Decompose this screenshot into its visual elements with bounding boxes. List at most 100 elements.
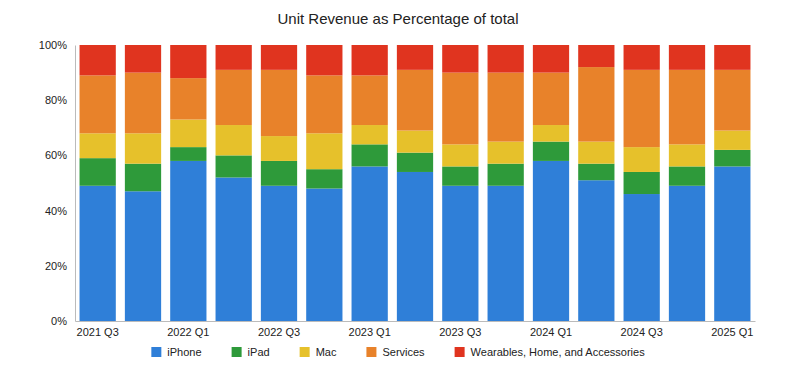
bar-segment	[533, 125, 569, 142]
y-tick: 80%	[45, 94, 75, 106]
bar-segment	[80, 75, 116, 133]
bar-segment	[80, 133, 116, 158]
x-tick-label: 2023 Q1	[349, 326, 391, 338]
bar-segment	[442, 45, 478, 73]
bar-segment	[533, 45, 569, 73]
bar-segment	[170, 78, 206, 119]
bar-segment	[669, 166, 705, 185]
bar-segment	[714, 45, 750, 70]
x-axis: 2021 Q3 2022 Q1 2022 Q3 2023 Q1 2023 Q3 2024 …	[76, 321, 756, 338]
bar-segment	[306, 189, 342, 321]
y-tick-label: 60%	[45, 149, 67, 161]
bar-segment	[442, 186, 478, 321]
y-axis: 0% 20% 40% 60% 80% 100%	[39, 39, 76, 327]
series	[80, 67, 751, 147]
bar-segment	[352, 166, 388, 321]
legend-item: Wearables, Home, and Accessories	[455, 346, 646, 358]
bar-segment	[261, 136, 297, 161]
bar-segment	[261, 70, 297, 136]
bar-segment	[714, 131, 750, 150]
y-tick-label: 20%	[45, 260, 67, 272]
bars	[80, 45, 751, 321]
legend-label: Wearables, Home, and Accessories	[471, 346, 646, 358]
bar-segment	[669, 70, 705, 145]
bar-segment	[442, 73, 478, 145]
bar-segment	[578, 45, 614, 67]
bar-segment	[125, 191, 161, 321]
bar-segment	[488, 142, 524, 164]
legend: iPhone iPad Mac Services Wearables, Home, an…	[151, 346, 645, 358]
y-tick: 40%	[45, 205, 75, 217]
bar-segment	[261, 45, 297, 70]
x-tick: 2024 Q1	[530, 321, 572, 338]
bar-segment	[578, 180, 614, 321]
bar-segment	[397, 131, 433, 153]
x-tick-label: 2025 Q1	[711, 326, 753, 338]
x-tick: 2023 Q3	[439, 321, 481, 338]
chart: Unit Revenue as Percentage of total 0% 20%…	[0, 0, 796, 388]
x-tick: 2025 Q1	[711, 321, 753, 338]
legend-swatch	[151, 347, 161, 357]
legend-item: Mac	[300, 346, 337, 358]
bar-segment	[306, 133, 342, 169]
bar-segment	[397, 70, 433, 131]
bar-segment	[442, 144, 478, 166]
bar-segment	[533, 142, 569, 161]
bar-segment	[352, 144, 388, 166]
bar-segment	[669, 186, 705, 321]
legend-label: iPad	[248, 346, 270, 358]
x-tick: 2021 Q3	[77, 321, 119, 338]
bar-segment	[80, 45, 116, 75]
bar-segment	[669, 45, 705, 70]
bar-segment	[669, 144, 705, 166]
x-tick-label: 2024 Q3	[621, 326, 663, 338]
bar-segment	[442, 166, 478, 185]
bar-segment	[624, 45, 660, 70]
bar-segment	[170, 45, 206, 78]
x-tick-label: 2024 Q1	[530, 326, 572, 338]
x-tick: 2024 Q3	[621, 321, 663, 338]
bar-segment	[216, 155, 252, 177]
bar-segment	[80, 186, 116, 321]
bar-segment	[624, 172, 660, 194]
x-tick-label: 2023 Q3	[439, 326, 481, 338]
bar-segment	[578, 164, 614, 181]
legend-item: iPhone	[151, 346, 201, 358]
bar-segment	[714, 70, 750, 131]
bar-segment	[624, 147, 660, 172]
y-tick-label: 100%	[39, 39, 67, 51]
y-tick-label: 0%	[51, 315, 67, 327]
x-tick: 2022 Q3	[258, 321, 300, 338]
bar-segment	[306, 75, 342, 133]
y-tick: 0%	[51, 315, 75, 327]
bar-segment	[352, 45, 388, 75]
bar-segment	[261, 186, 297, 321]
x-tick-label: 2022 Q1	[167, 326, 209, 338]
legend-swatch	[300, 347, 310, 357]
bar-segment	[170, 120, 206, 148]
bar-segment	[261, 161, 297, 186]
legend-item: Services	[366, 346, 425, 358]
bar-segment	[352, 75, 388, 125]
bar-segment	[578, 67, 614, 142]
bar-segment	[488, 186, 524, 321]
bar-segment	[216, 45, 252, 70]
bar-segment	[170, 147, 206, 161]
y-tick-label: 80%	[45, 94, 67, 106]
bar-segment	[488, 45, 524, 73]
x-tick-label: 2022 Q3	[258, 326, 300, 338]
legend-swatch	[366, 347, 376, 357]
series	[80, 161, 751, 321]
bar-segment	[125, 133, 161, 163]
title: Unit Revenue as Percentage of total	[278, 10, 519, 27]
bar-segment	[170, 161, 206, 321]
bar-segment	[306, 45, 342, 75]
x-tick: 2022 Q1	[167, 321, 209, 338]
bar-segment	[125, 45, 161, 73]
bar-segment	[624, 70, 660, 147]
bar-segment	[533, 73, 569, 125]
bar-segment	[397, 153, 433, 172]
bar-segment	[352, 125, 388, 144]
bar-segment	[216, 125, 252, 155]
bar-segment	[397, 45, 433, 70]
